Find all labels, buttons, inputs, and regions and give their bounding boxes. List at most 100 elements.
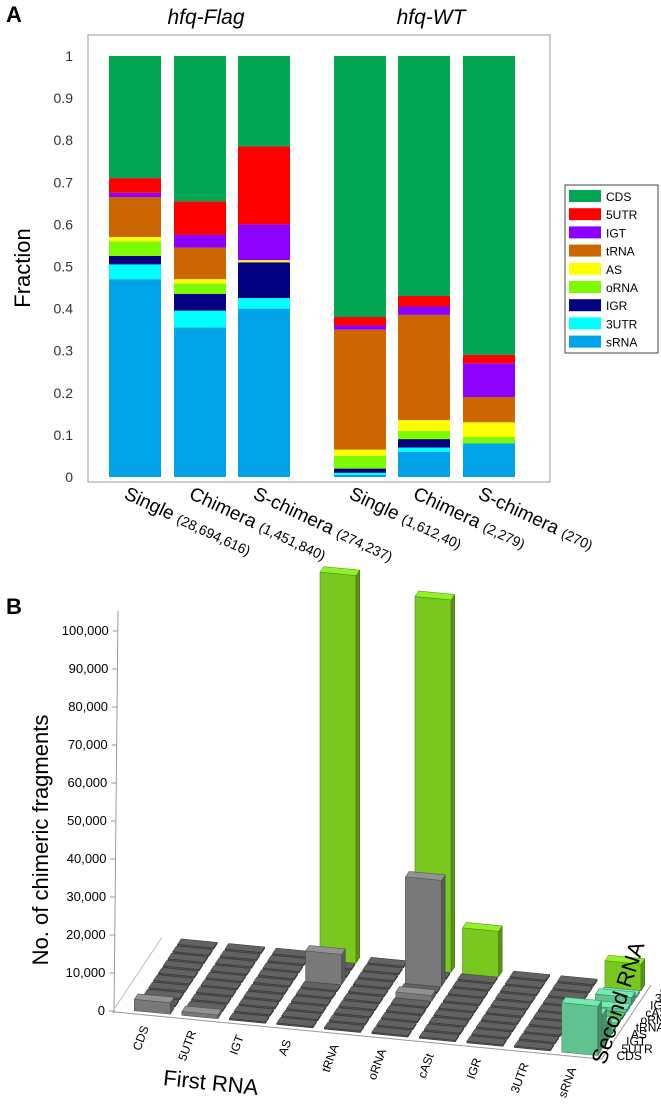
tile xyxy=(376,1019,417,1031)
bar3d-5utr-cds xyxy=(181,1005,222,1020)
bars-3d xyxy=(133,566,646,1057)
bar-segment-orna xyxy=(174,283,226,294)
tile xyxy=(357,971,399,984)
bar-segment-as xyxy=(398,420,450,431)
bar-segment-igr xyxy=(174,293,226,311)
bar-segment-igr xyxy=(109,255,161,265)
tile xyxy=(480,1014,522,1026)
y-tick-label: 0.8 xyxy=(54,132,74,148)
tile xyxy=(499,985,541,997)
z-tick-label: 20,000 xyxy=(66,927,106,942)
tile xyxy=(504,978,546,990)
tile xyxy=(475,1021,517,1033)
bar-segment-igt xyxy=(238,224,290,261)
tile xyxy=(495,992,536,1005)
bar-segment-srna xyxy=(334,474,386,477)
bar-segment-srna xyxy=(174,327,226,477)
legend-label-igt: IGT xyxy=(606,226,627,240)
bar-segment-5utr xyxy=(398,295,450,307)
bar3d-srna-cds xyxy=(561,996,602,1057)
tile xyxy=(513,1040,555,1052)
legend-label-cds: CDS xyxy=(606,190,631,204)
legend-swatch-srna xyxy=(569,335,601,348)
bar-segment-3utr xyxy=(334,472,386,475)
first-rna-label: oRNA xyxy=(365,1047,389,1082)
bar-segment-orna xyxy=(463,437,515,444)
first-rna-label: 5UTR xyxy=(175,1028,199,1063)
tile xyxy=(252,976,294,989)
legend-swatch-trna xyxy=(569,244,601,257)
tile xyxy=(257,969,299,982)
bar-segment-trna xyxy=(398,314,450,421)
z-tick-label: 0 xyxy=(98,1003,105,1018)
z-tick-label: 50,000 xyxy=(67,813,107,828)
legend-label-as: AS xyxy=(606,263,622,277)
group-label-hfq-flag: hfq-Flag xyxy=(167,6,244,29)
legend-swatch-3utr xyxy=(569,317,601,330)
tile xyxy=(248,983,289,996)
tile xyxy=(333,1007,375,1020)
tile xyxy=(200,979,242,991)
bar-segment-igt xyxy=(398,306,450,315)
z-axis-line xyxy=(113,610,119,1014)
tile xyxy=(485,1006,527,1019)
floor-edge-front xyxy=(112,1011,602,1060)
tile xyxy=(390,997,432,1010)
floor-edge-right xyxy=(601,984,652,1060)
y-tick-label: 0.1 xyxy=(54,427,74,443)
first-rna-label: AS xyxy=(276,1038,295,1058)
tile xyxy=(190,993,232,1006)
bar-segment-srna xyxy=(398,451,450,477)
category-count: (270) xyxy=(559,525,595,553)
tile xyxy=(518,1033,560,1045)
legend-swatch-igt xyxy=(569,226,601,239)
tile xyxy=(153,974,194,987)
z-tick-label: 60,000 xyxy=(68,775,108,790)
tile xyxy=(323,1021,365,1034)
tile xyxy=(438,1002,479,1014)
bar-segment-cds xyxy=(398,56,450,296)
x-axis-label-b: First RNA xyxy=(162,1065,260,1100)
tile xyxy=(523,1025,565,1038)
legend-label-igr: IGR xyxy=(606,299,628,313)
legend-label-srna: sRNA xyxy=(606,336,637,350)
tile xyxy=(148,981,189,994)
bar-segment-trna xyxy=(109,197,161,238)
legend: CDS 5UTR IGT tRNA AS oRNA IGR 3UTR sRNA xyxy=(564,184,659,354)
bar3d-orna-igr xyxy=(404,871,446,988)
tile xyxy=(290,995,332,1008)
tile xyxy=(167,953,209,965)
z-tick-label: 80,000 xyxy=(68,699,108,714)
second-rna-label: 5UTR xyxy=(621,1042,653,1056)
category-name: Single xyxy=(346,483,408,527)
bar-segment-igt xyxy=(463,363,515,398)
legend-label-trna: tRNA xyxy=(606,245,635,259)
second-rna-label: 3UTR xyxy=(655,991,661,1005)
y-tick-label: 0.4 xyxy=(54,301,74,317)
tile xyxy=(328,1014,370,1027)
y-tick-label: 0.9 xyxy=(54,90,74,106)
tile xyxy=(195,986,237,999)
y-tick-label: 0.3 xyxy=(54,343,74,359)
tile xyxy=(172,945,213,958)
tile xyxy=(262,962,304,974)
second-rna-label: oRNA xyxy=(641,1013,661,1027)
stacked-bars xyxy=(109,56,515,477)
bar3d-as-srna xyxy=(319,566,361,965)
bar-segment-orna xyxy=(109,241,161,256)
legend-label-orna: oRNA xyxy=(606,281,638,295)
bar-segment-igr xyxy=(238,262,290,299)
floor-edge-left xyxy=(111,937,163,1013)
first-rna-label: IGT xyxy=(227,1032,247,1056)
tile xyxy=(371,1026,412,1039)
tile xyxy=(433,1009,474,1022)
tile xyxy=(205,972,246,984)
tile xyxy=(295,988,337,1001)
plot-frame-a xyxy=(87,34,551,483)
y-tick-label: 0.6 xyxy=(54,216,74,232)
tile xyxy=(423,1023,465,1036)
bar-segment-srna xyxy=(463,443,515,477)
tile xyxy=(457,973,498,986)
second-rna-label: tRNA xyxy=(636,1020,661,1034)
y-tick-label: 0.7 xyxy=(54,174,74,190)
